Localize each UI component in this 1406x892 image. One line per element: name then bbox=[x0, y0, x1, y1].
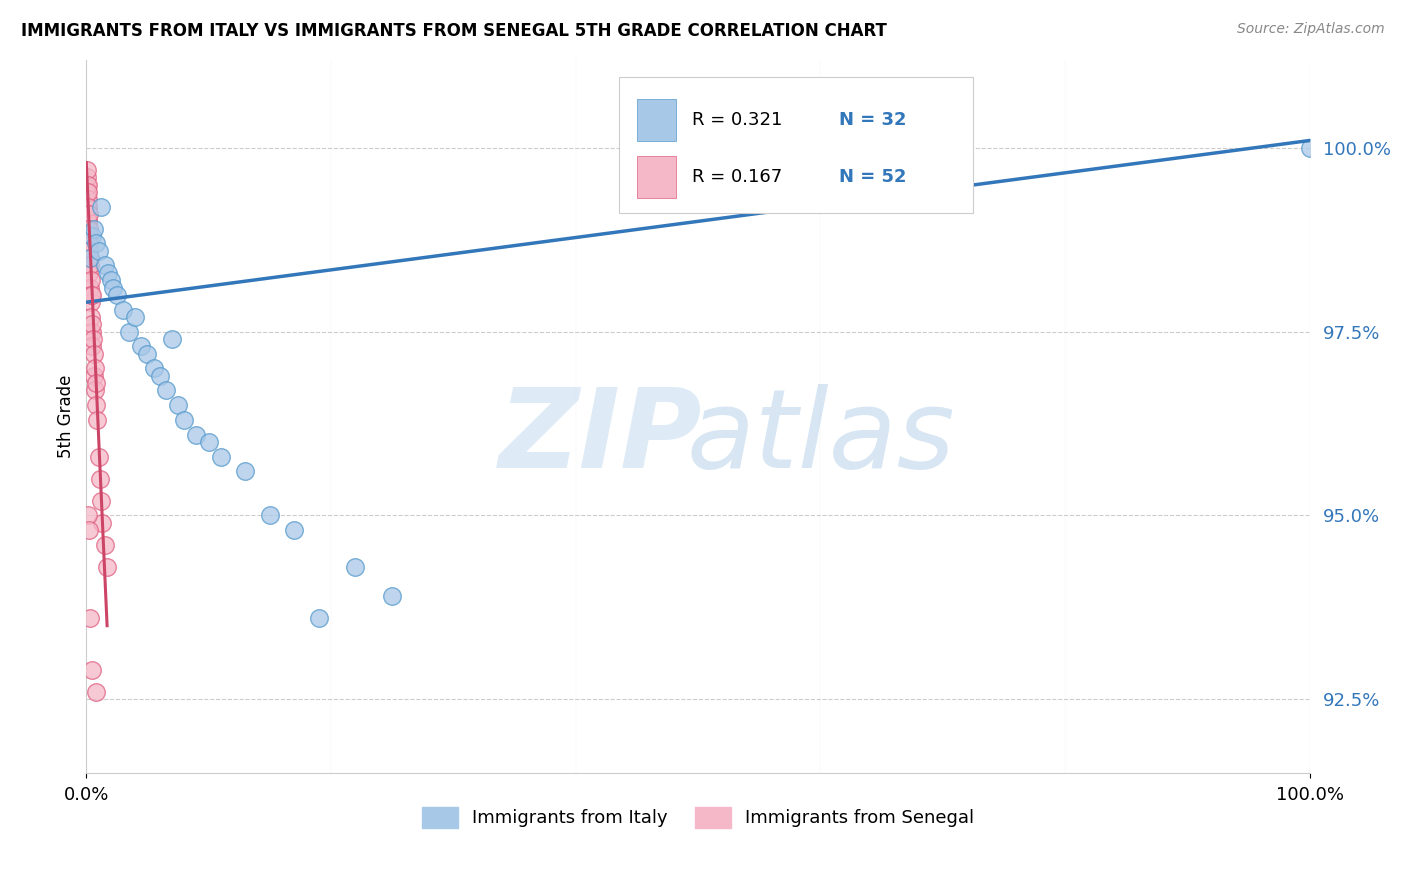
Point bbox=[76, 214, 98, 228]
Point bbox=[80, 310, 103, 324]
Point bbox=[84, 398, 107, 412]
Point bbox=[87, 244, 110, 258]
Point bbox=[235, 464, 257, 478]
Point bbox=[76, 185, 98, 199]
Point bbox=[77, 229, 100, 244]
Point bbox=[79, 259, 101, 273]
Point bbox=[105, 288, 128, 302]
Point bbox=[149, 368, 172, 383]
Point bbox=[79, 295, 101, 310]
Point bbox=[83, 361, 105, 376]
Point bbox=[97, 266, 120, 280]
Point bbox=[79, 221, 101, 235]
Point bbox=[76, 178, 98, 192]
Point bbox=[1299, 141, 1322, 155]
Point bbox=[381, 589, 404, 603]
Point bbox=[84, 376, 107, 390]
Point bbox=[83, 221, 105, 235]
Point bbox=[84, 685, 107, 699]
Point bbox=[86, 413, 108, 427]
Point bbox=[76, 170, 98, 185]
Legend: Immigrants from Italy, Immigrants from Senegal: Immigrants from Italy, Immigrants from S… bbox=[415, 800, 981, 835]
Point bbox=[111, 302, 134, 317]
Text: ZIP: ZIP bbox=[498, 384, 702, 491]
Point bbox=[77, 207, 100, 221]
Point bbox=[77, 236, 100, 251]
Point bbox=[93, 259, 115, 273]
Point bbox=[79, 611, 101, 625]
Point bbox=[100, 273, 122, 287]
Point bbox=[77, 200, 100, 214]
Point bbox=[76, 178, 98, 192]
Point bbox=[124, 310, 146, 324]
Point bbox=[197, 434, 219, 449]
Point bbox=[96, 560, 118, 574]
Point bbox=[308, 611, 330, 625]
FancyBboxPatch shape bbox=[637, 156, 676, 198]
Point bbox=[80, 288, 103, 302]
Point bbox=[259, 508, 281, 523]
Point bbox=[82, 318, 104, 332]
Text: N = 32: N = 32 bbox=[839, 112, 907, 129]
Point bbox=[77, 523, 100, 537]
Point bbox=[84, 236, 107, 251]
Point bbox=[82, 339, 104, 353]
FancyBboxPatch shape bbox=[637, 99, 676, 141]
Text: IMMIGRANTS FROM ITALY VS IMMIGRANTS FROM SENEGAL 5TH GRADE CORRELATION CHART: IMMIGRANTS FROM ITALY VS IMMIGRANTS FROM… bbox=[21, 22, 887, 40]
Point bbox=[155, 384, 177, 398]
Point bbox=[160, 332, 183, 346]
Point bbox=[173, 413, 195, 427]
Point bbox=[77, 207, 100, 221]
Point bbox=[83, 384, 105, 398]
Point bbox=[80, 325, 103, 339]
Point bbox=[93, 538, 115, 552]
Point bbox=[90, 493, 112, 508]
Point bbox=[82, 288, 104, 302]
Point bbox=[167, 398, 190, 412]
Point bbox=[83, 347, 105, 361]
FancyBboxPatch shape bbox=[619, 78, 973, 213]
Text: Source: ZipAtlas.com: Source: ZipAtlas.com bbox=[1237, 22, 1385, 37]
Point bbox=[344, 560, 367, 574]
Point bbox=[79, 251, 101, 265]
Point bbox=[82, 332, 104, 346]
Point bbox=[186, 427, 208, 442]
Point bbox=[136, 347, 159, 361]
Point bbox=[79, 244, 101, 258]
Point bbox=[131, 339, 153, 353]
Point bbox=[118, 325, 141, 339]
Point bbox=[79, 273, 101, 287]
Point bbox=[79, 251, 101, 265]
Point bbox=[77, 508, 100, 523]
Point bbox=[76, 192, 98, 206]
Point bbox=[209, 450, 232, 464]
Point bbox=[82, 663, 104, 677]
Point bbox=[76, 200, 98, 214]
Point bbox=[76, 162, 98, 177]
Point bbox=[77, 221, 100, 235]
Text: N = 52: N = 52 bbox=[839, 169, 907, 186]
Point bbox=[83, 368, 105, 383]
Text: atlas: atlas bbox=[686, 384, 955, 491]
Point bbox=[79, 266, 101, 280]
Text: R = 0.167: R = 0.167 bbox=[692, 169, 782, 186]
Point bbox=[77, 251, 100, 265]
Point bbox=[90, 200, 112, 214]
Point bbox=[283, 523, 305, 537]
Point bbox=[77, 185, 100, 199]
Point bbox=[91, 516, 114, 530]
Point bbox=[76, 192, 98, 206]
Point bbox=[77, 229, 100, 244]
Point bbox=[82, 229, 104, 244]
Point bbox=[103, 280, 125, 294]
Point bbox=[142, 361, 165, 376]
Text: R = 0.321: R = 0.321 bbox=[692, 112, 782, 129]
Y-axis label: 5th Grade: 5th Grade bbox=[58, 375, 75, 458]
Point bbox=[77, 214, 100, 228]
Point bbox=[87, 450, 110, 464]
Point bbox=[79, 280, 101, 294]
Point bbox=[89, 472, 111, 486]
